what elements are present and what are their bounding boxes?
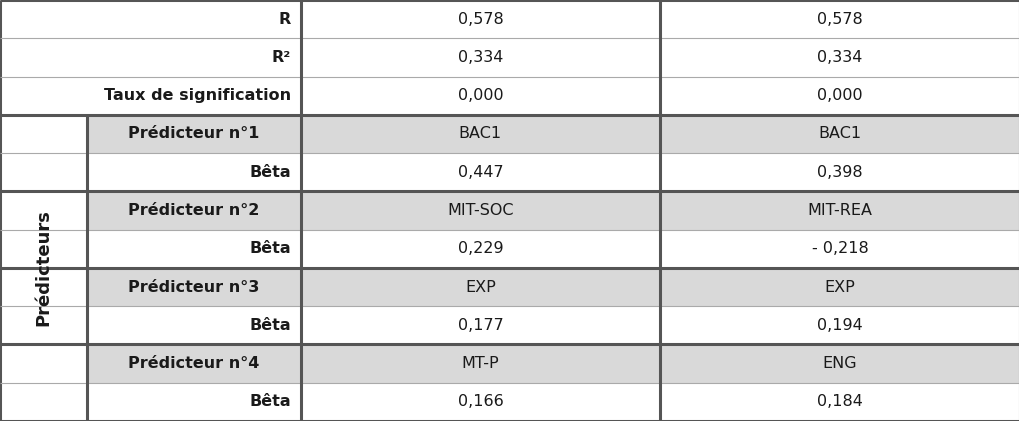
Bar bbox=[301, 306, 659, 344]
Bar bbox=[87, 268, 301, 306]
Text: Prédicteur n°4: Prédicteur n°4 bbox=[128, 356, 259, 371]
Text: BAC1: BAC1 bbox=[459, 126, 501, 141]
Bar bbox=[301, 38, 659, 77]
Text: 0,194: 0,194 bbox=[816, 318, 862, 333]
Bar bbox=[659, 192, 1019, 229]
Text: Prédicteur n°1: Prédicteur n°1 bbox=[128, 126, 259, 141]
Text: 0,578: 0,578 bbox=[816, 12, 862, 27]
Bar bbox=[0, 229, 87, 268]
Bar bbox=[659, 0, 1019, 38]
Bar bbox=[659, 344, 1019, 383]
Text: EXP: EXP bbox=[823, 280, 855, 295]
Bar bbox=[301, 383, 659, 421]
Bar bbox=[0, 383, 87, 421]
Bar bbox=[659, 268, 1019, 306]
Text: 0,398: 0,398 bbox=[816, 165, 862, 180]
Text: EXP: EXP bbox=[465, 280, 495, 295]
Bar bbox=[301, 192, 659, 229]
Text: ENG: ENG bbox=[822, 356, 856, 371]
Bar bbox=[0, 153, 87, 192]
Bar bbox=[87, 153, 301, 192]
Text: R²: R² bbox=[271, 50, 290, 65]
Text: Bêta: Bêta bbox=[249, 165, 290, 180]
Text: MIT-SOC: MIT-SOC bbox=[446, 203, 514, 218]
Bar bbox=[301, 0, 659, 38]
Bar bbox=[0, 115, 87, 153]
Text: 0,000: 0,000 bbox=[458, 88, 502, 103]
Text: Taux de signification: Taux de signification bbox=[104, 88, 290, 103]
Bar bbox=[659, 153, 1019, 192]
Bar bbox=[301, 268, 659, 306]
Text: Bêta: Bêta bbox=[249, 241, 290, 256]
Bar bbox=[87, 115, 301, 153]
Text: MIT-REA: MIT-REA bbox=[807, 203, 871, 218]
Bar bbox=[87, 306, 301, 344]
Text: Prédicteur n°2: Prédicteur n°2 bbox=[128, 203, 259, 218]
Bar bbox=[0, 344, 87, 383]
Bar bbox=[659, 77, 1019, 115]
Text: 0,166: 0,166 bbox=[458, 394, 502, 409]
Text: MT-P: MT-P bbox=[462, 356, 498, 371]
Bar bbox=[659, 383, 1019, 421]
Bar bbox=[0, 306, 87, 344]
Text: Bêta: Bêta bbox=[249, 318, 290, 333]
Bar bbox=[87, 344, 301, 383]
Bar bbox=[87, 383, 301, 421]
Text: 0,184: 0,184 bbox=[816, 394, 862, 409]
Bar bbox=[301, 344, 659, 383]
Text: 0,229: 0,229 bbox=[458, 241, 502, 256]
Bar bbox=[659, 115, 1019, 153]
Text: - 0,218: - 0,218 bbox=[811, 241, 867, 256]
Text: R: R bbox=[278, 12, 290, 27]
Text: 0,578: 0,578 bbox=[458, 12, 502, 27]
Bar bbox=[301, 229, 659, 268]
Bar bbox=[659, 306, 1019, 344]
Text: Prédicteur n°3: Prédicteur n°3 bbox=[128, 280, 259, 295]
Bar bbox=[301, 153, 659, 192]
Bar bbox=[0, 38, 301, 77]
Bar bbox=[659, 38, 1019, 77]
Bar bbox=[659, 229, 1019, 268]
Bar bbox=[87, 229, 301, 268]
Bar bbox=[301, 115, 659, 153]
Text: 0,334: 0,334 bbox=[816, 50, 862, 65]
Bar bbox=[301, 77, 659, 115]
Bar bbox=[0, 268, 87, 306]
Text: Bêta: Bêta bbox=[249, 394, 290, 409]
Bar bbox=[0, 192, 87, 229]
Text: BAC1: BAC1 bbox=[817, 126, 861, 141]
Text: 0,447: 0,447 bbox=[458, 165, 502, 180]
Text: 0,000: 0,000 bbox=[816, 88, 862, 103]
Bar bbox=[0, 77, 301, 115]
Text: Prédicteurs: Prédicteurs bbox=[35, 210, 52, 326]
Bar bbox=[87, 192, 301, 229]
Bar bbox=[0, 0, 301, 38]
Text: 0,334: 0,334 bbox=[458, 50, 502, 65]
Text: 0,177: 0,177 bbox=[458, 318, 502, 333]
